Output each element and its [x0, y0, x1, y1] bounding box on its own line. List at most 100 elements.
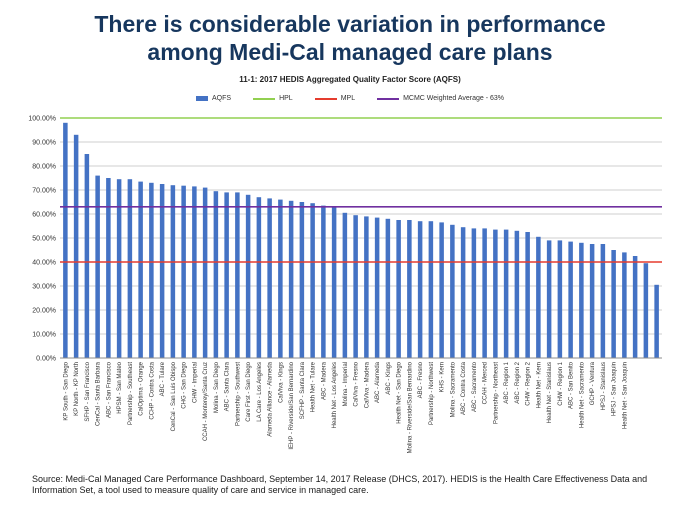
- y-tick-label: 40.00%: [32, 260, 56, 267]
- category-label: HPSM - San Mateo: [117, 361, 123, 413]
- bar: [170, 185, 176, 358]
- category-label: ABC - Tulare: [160, 361, 166, 396]
- bar: [84, 154, 90, 358]
- bar: [127, 179, 133, 358]
- legend-label-hpl: HPL: [279, 95, 293, 102]
- category-label: Alameda Alliance - Alameda: [268, 361, 274, 436]
- bar: [471, 228, 477, 358]
- category-label: ABC - Region 2: [515, 361, 521, 403]
- y-tick-label: 90.00%: [32, 140, 56, 147]
- bar: [417, 221, 423, 358]
- category-label: ABC - Alameda: [375, 361, 381, 403]
- category-label: ABC - Kings: [386, 362, 392, 395]
- bar: [73, 134, 79, 358]
- category-label: CenCal - Santa Barbara: [96, 361, 102, 426]
- category-label: CCAH - Merced: [483, 362, 489, 404]
- bar: [364, 216, 369, 358]
- category-label: CenCal - San Luis Obispo: [171, 361, 177, 431]
- bar: [611, 250, 616, 358]
- category-label: ABC - Fresno: [418, 361, 424, 398]
- bar: [95, 175, 100, 358]
- bar: [493, 229, 498, 358]
- legend-label-mcmc: MCMC Weighted Average - 63%: [403, 95, 504, 102]
- category-label: Molina - San Diego: [214, 361, 220, 413]
- bar: [310, 203, 315, 358]
- bar: [589, 244, 595, 358]
- category-label: KHS - Kern: [440, 362, 446, 392]
- bar: [321, 205, 326, 358]
- y-tick-label: 100.00%: [28, 116, 56, 123]
- legend-label-aqfs: AQFS: [212, 95, 232, 102]
- bar: [579, 242, 584, 358]
- slide-title-line-1: There is considerable variation in perfo…: [94, 11, 606, 37]
- category-label: Partnership - Northeast: [493, 362, 499, 424]
- category-label: Health Net - San Diego: [397, 361, 403, 423]
- bar: [632, 256, 638, 358]
- category-label: ABC - San Francisco: [106, 361, 112, 418]
- bar: [288, 200, 294, 358]
- bar: [224, 192, 229, 358]
- bar: [331, 206, 337, 358]
- legend-label-mpl: MPL: [340, 95, 356, 102]
- chart-title: 11-1: 2017 HEDIS Aggregated Quality Fact…: [239, 75, 461, 84]
- bar: [374, 217, 380, 358]
- category-label: Care First - San Diego: [246, 361, 252, 421]
- bar: [267, 198, 272, 358]
- category-label: Partnership - Southeast: [128, 362, 134, 425]
- category-label: ABC - Santa Clara: [225, 361, 231, 411]
- y-tick-label: 10.00%: [32, 332, 56, 339]
- y-tick-label: 20.00%: [32, 308, 56, 315]
- category-label: Partnership - Northwest: [429, 362, 435, 425]
- aqfs-bar-chart: 0.00% 10.00% 20.00% 30.00% 40.00% 50.00% 60.00…: [28, 116, 662, 453]
- category-label: Molina - Imperial: [343, 362, 349, 406]
- category-label: Partnership - Southwest: [235, 362, 241, 426]
- y-tick-label: 50.00%: [32, 236, 56, 243]
- bar: [116, 179, 122, 358]
- bar: [278, 199, 283, 358]
- category-label: Health Net - San Joaquin: [622, 362, 628, 429]
- category-label: ABC - Region 1: [504, 361, 510, 403]
- category-label: ABC - San Benito: [569, 361, 575, 409]
- category-label: CHW - Region 1: [558, 361, 564, 405]
- bar: [192, 186, 197, 358]
- bar: [385, 218, 391, 358]
- category-label: CCHP - Contra Costa: [149, 361, 155, 419]
- category-label: SFHP - San Francisco: [85, 361, 91, 421]
- category-label: CalViva - Madera: [364, 361, 370, 408]
- category-label: CalOptima - Orange: [139, 361, 145, 415]
- legend-item-hpl: HPL: [253, 95, 293, 102]
- source-note: Source: Medi-Cal Managed Care Performanc…: [32, 474, 648, 495]
- bar: [568, 241, 573, 358]
- bar: [407, 220, 412, 358]
- category-label: IEHP - Riverside/San Bernardino: [289, 361, 295, 449]
- category-label: HPSJ - San Joaquin: [612, 362, 618, 416]
- bar: [149, 182, 154, 358]
- bar: [245, 194, 251, 358]
- category-label: KP North - KP North: [74, 362, 80, 416]
- y-tick-label: 0.00%: [36, 356, 56, 363]
- category-label: ABC - Madera: [321, 361, 327, 400]
- legend-swatch-mpl: [314, 97, 337, 100]
- bar: [181, 185, 186, 358]
- bar: [202, 187, 208, 358]
- bar: [342, 212, 348, 358]
- category-label: SCFHP - Santa Clara: [300, 361, 306, 419]
- category-label: Health Net - Tulare: [311, 361, 317, 412]
- category-label: LA Care - Los Angeles: [257, 362, 263, 422]
- y-tick-label: 70.00%: [32, 188, 56, 195]
- bar: [159, 184, 165, 358]
- bar: [503, 229, 509, 358]
- category-label: CalViva - Fresno: [354, 361, 360, 406]
- category-label: CHG - San Diego: [182, 361, 188, 408]
- y-tick-label: 80.00%: [32, 164, 56, 171]
- bar: [525, 232, 530, 358]
- bar: [514, 230, 520, 358]
- bar: [450, 224, 455, 358]
- category-label: CalViva - Kings: [278, 362, 284, 403]
- category-label: GCHP - Ventura: [590, 361, 596, 405]
- bar: [138, 181, 143, 358]
- category-label: Molina - Riverside/San Bernardino: [407, 361, 413, 453]
- bar: [600, 244, 606, 358]
- category-label: HPSJ - Stanislaus: [601, 362, 607, 410]
- y-tick-label: 30.00%: [32, 284, 56, 291]
